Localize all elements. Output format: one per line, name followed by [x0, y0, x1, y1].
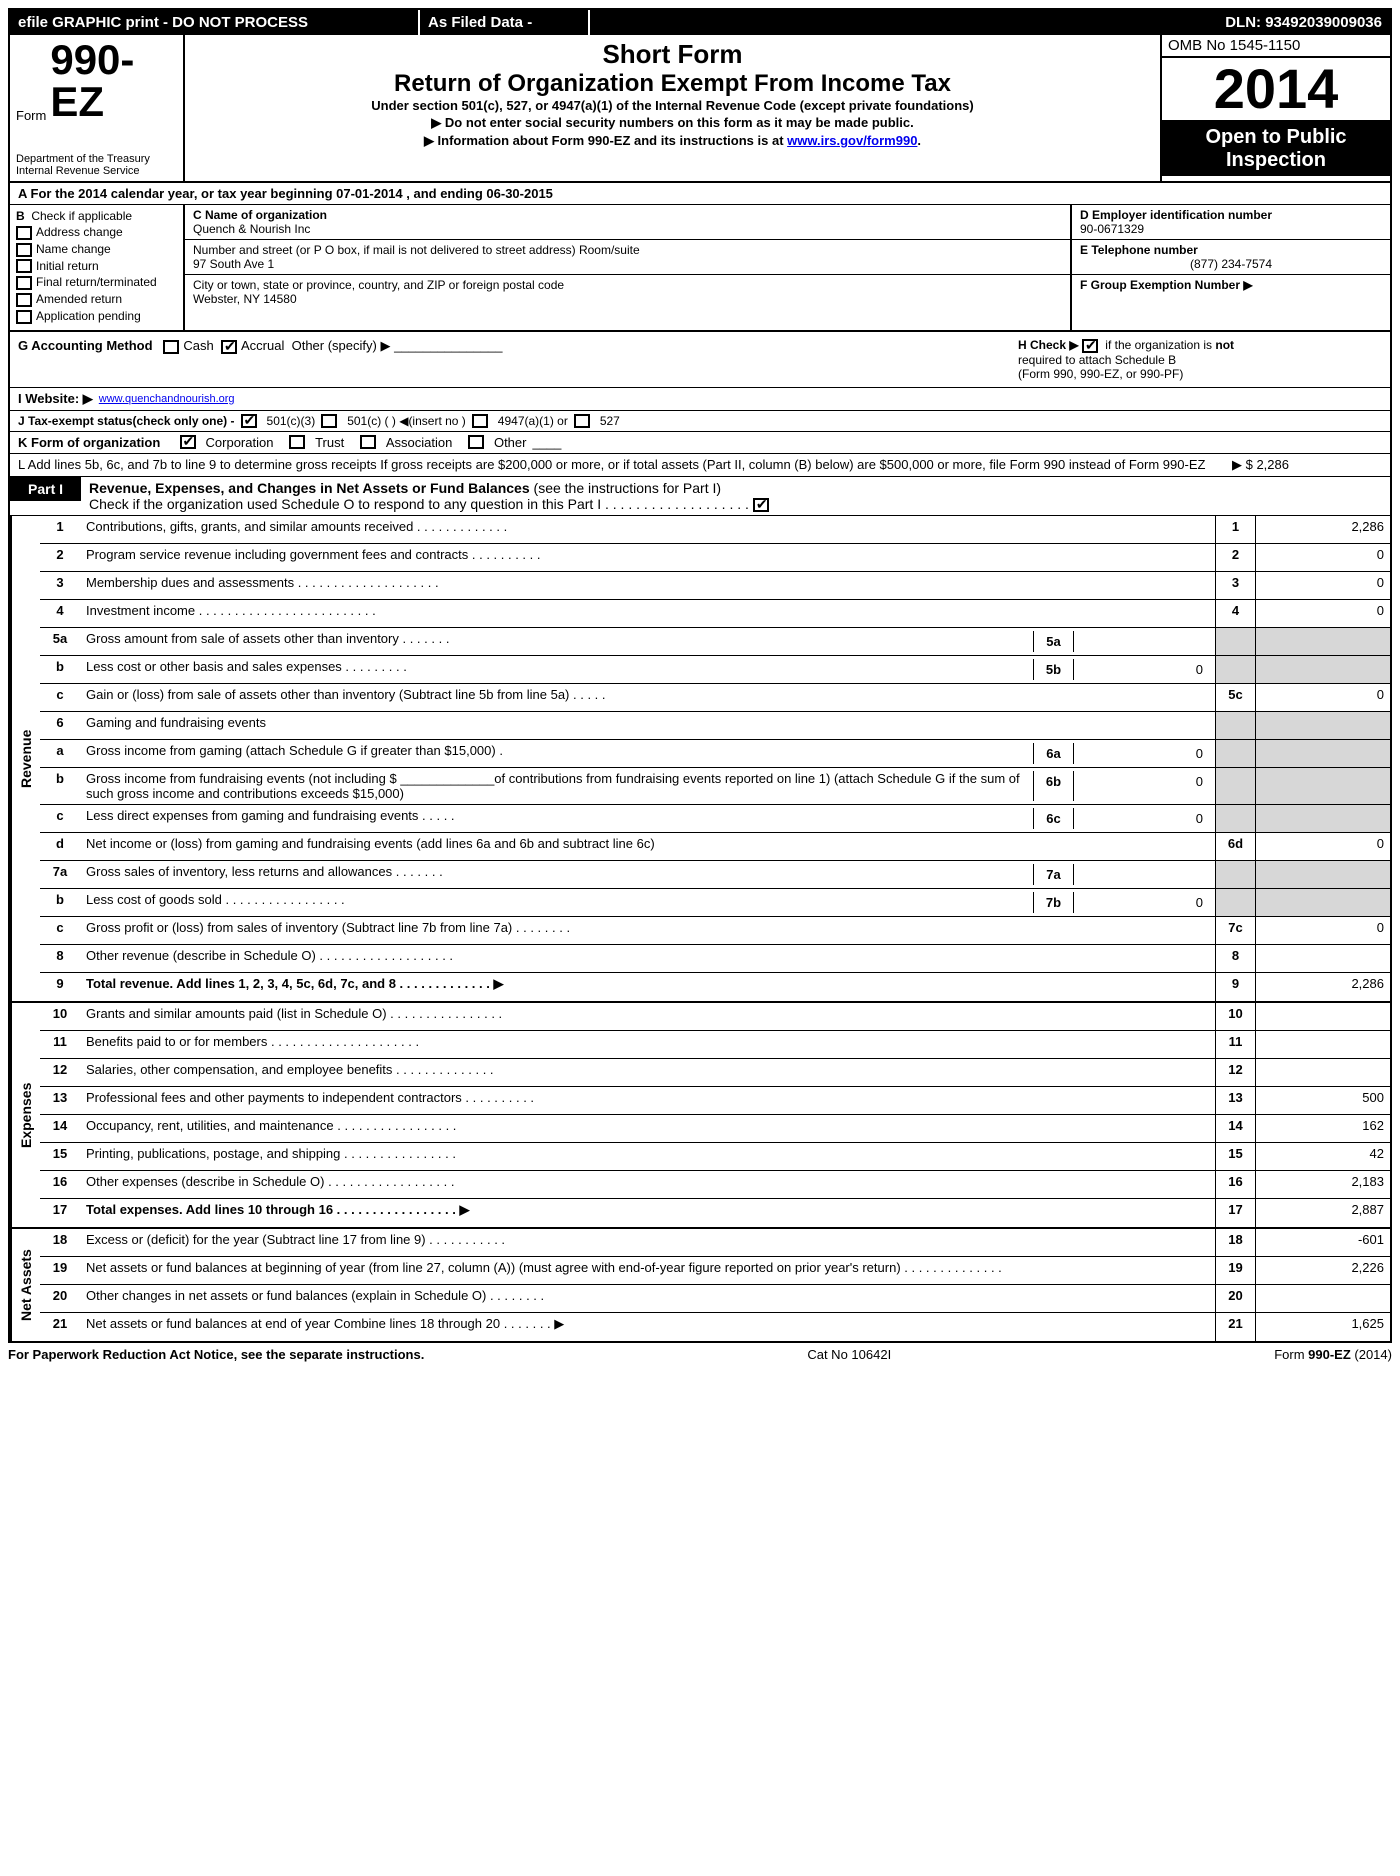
- under-section: Under section 501(c), 527, or 4947(a)(1)…: [193, 98, 1152, 113]
- line-14: 14 Occupancy, rent, utilities, and maint…: [40, 1115, 1390, 1143]
- line-c: c Gain or (loss) from sale of assets oth…: [40, 684, 1390, 712]
- org-address: 97 South Ave 1: [193, 257, 1062, 271]
- chk-amended[interactable]: [16, 293, 32, 307]
- chk-schedule-o[interactable]: [753, 498, 769, 512]
- section-c: C Name of organization Quench & Nourish …: [185, 205, 1070, 330]
- section-k: K Form of organization Corporation Trust…: [10, 432, 1390, 454]
- info-note: ▶ Information about Form 990-EZ and its …: [193, 133, 1152, 149]
- line-b: b Gross income from fundraising events (…: [40, 768, 1390, 805]
- section-g: G Accounting Method Cash Accrual Other (…: [10, 332, 1010, 387]
- form-label: Form: [16, 108, 46, 123]
- part-1-header: Part I Revenue, Expenses, and Changes in…: [10, 477, 1390, 516]
- revenue-table: Revenue 1 Contributions, gifts, grants, …: [10, 516, 1390, 1003]
- line-2: 2 Program service revenue including gove…: [40, 544, 1390, 572]
- line-17: 17 Total expenses. Add lines 10 through …: [40, 1199, 1390, 1227]
- chk-h[interactable]: [1082, 339, 1098, 353]
- header-grid: B Check if applicable Address change Nam…: [10, 205, 1390, 332]
- line-21: 21 Net assets or fund balances at end of…: [40, 1313, 1390, 1341]
- chk-initial-return[interactable]: [16, 259, 32, 273]
- line-1: 1 Contributions, gifts, grants, and simi…: [40, 516, 1390, 544]
- line-d: d Net income or (loss) from gaming and f…: [40, 833, 1390, 861]
- form-number: 990-EZ: [50, 39, 177, 123]
- efile-notice: efile GRAPHIC print - DO NOT PROCESS: [10, 10, 420, 35]
- section-b: B Check if applicable Address change Nam…: [10, 205, 185, 330]
- cat-no: Cat No 10642I: [807, 1347, 891, 1362]
- line-7a: 7a Gross sales of inventory, less return…: [40, 861, 1390, 889]
- expenses-label: Expenses: [10, 1003, 40, 1227]
- footer: For Paperwork Reduction Act Notice, see …: [8, 1343, 1392, 1366]
- section-l: L Add lines 5b, 6c, and 7b to line 9 to …: [10, 454, 1390, 477]
- line-15: 15 Printing, publications, postage, and …: [40, 1143, 1390, 1171]
- line-3: 3 Membership dues and assessments . . . …: [40, 572, 1390, 600]
- expenses-table: Expenses 10 Grants and similar amounts p…: [10, 1003, 1390, 1229]
- section-h: H Check ▶ if the organization is not req…: [1010, 332, 1390, 387]
- org-city: Webster, NY 14580: [193, 292, 1062, 306]
- title-mid: Short Form Return of Organization Exempt…: [185, 35, 1160, 181]
- chk-501c3[interactable]: [241, 414, 257, 428]
- chk-corp[interactable]: [180, 435, 196, 449]
- chk-name-change[interactable]: [16, 243, 32, 257]
- section-i: I Website: ▶ www.quenchandnourish.org: [10, 388, 1390, 411]
- chk-527[interactable]: [574, 414, 590, 428]
- chk-501c[interactable]: [321, 414, 337, 428]
- line-a: A For the 2014 calendar year, or tax yea…: [10, 183, 1390, 205]
- title-left: Form 990-EZ Department of the Treasury I…: [10, 35, 185, 181]
- form-footer: Form 990-EZ (2014): [1274, 1347, 1392, 1362]
- ssn-note: ▶ Do not enter social security numbers o…: [193, 115, 1152, 131]
- title-right: OMB No 1545-1150 2014 Open to Public Ins…: [1160, 35, 1390, 181]
- line-c: c Gross profit or (loss) from sales of i…: [40, 917, 1390, 945]
- gross-receipts: ▶ $ 2,286: [1232, 457, 1382, 473]
- chk-final-return[interactable]: [16, 276, 32, 290]
- line-6: 6 Gaming and fundraising events: [40, 712, 1390, 740]
- line-8: 8 Other revenue (describe in Schedule O)…: [40, 945, 1390, 973]
- line-16: 16 Other expenses (describe in Schedule …: [40, 1171, 1390, 1199]
- omb-no: OMB No 1545-1150: [1162, 35, 1390, 58]
- line-b: b Less cost or other basis and sales exp…: [40, 656, 1390, 684]
- section-def: D Employer identification number 90-0671…: [1070, 205, 1390, 330]
- chk-app-pending[interactable]: [16, 310, 32, 324]
- tax-year: 2014: [1162, 58, 1390, 122]
- chk-other-org[interactable]: [468, 435, 484, 449]
- line-18: 18 Excess or (deficit) for the year (Sub…: [40, 1229, 1390, 1257]
- line-13: 13 Professional fees and other payments …: [40, 1087, 1390, 1115]
- section-j: J Tax-exempt status(check only one) - 50…: [10, 411, 1390, 432]
- chk-address-change[interactable]: [16, 226, 32, 240]
- line-20: 20 Other changes in net assets or fund b…: [40, 1285, 1390, 1313]
- line-9: 9 Total revenue. Add lines 1, 2, 3, 4, 5…: [40, 973, 1390, 1001]
- open-public: Open to Public Inspection: [1162, 122, 1390, 176]
- line-4: 4 Investment income . . . . . . . . . . …: [40, 600, 1390, 628]
- chk-4947[interactable]: [472, 414, 488, 428]
- dept-line2: Internal Revenue Service: [16, 165, 177, 177]
- net-assets-label: Net Assets: [10, 1229, 40, 1341]
- chk-accrual[interactable]: [221, 340, 237, 354]
- short-form: Short Form: [193, 39, 1152, 70]
- ein: 90-0671329: [1080, 222, 1382, 236]
- return-title: Return of Organization Exempt From Incom…: [193, 70, 1152, 98]
- website-link[interactable]: www.quenchandnourish.org: [99, 393, 235, 405]
- chk-trust[interactable]: [289, 435, 305, 449]
- line-a: a Gross income from gaming (attach Sched…: [40, 740, 1390, 768]
- telephone: (877) 234-7574: [1080, 257, 1382, 271]
- top-bar: efile GRAPHIC print - DO NOT PROCESS As …: [10, 10, 1390, 35]
- form-990ez: efile GRAPHIC print - DO NOT PROCESS As …: [8, 8, 1392, 1343]
- line-c: c Less direct expenses from gaming and f…: [40, 805, 1390, 833]
- chk-cash[interactable]: [163, 340, 179, 354]
- line-12: 12 Salaries, other compensation, and emp…: [40, 1059, 1390, 1087]
- line-b: b Less cost of goods sold . . . . . . . …: [40, 889, 1390, 917]
- irs-link[interactable]: www.irs.gov/form990: [787, 133, 917, 148]
- revenue-label: Revenue: [10, 516, 40, 1001]
- line-5a: 5a Gross amount from sale of assets othe…: [40, 628, 1390, 656]
- title-row: Form 990-EZ Department of the Treasury I…: [10, 35, 1390, 183]
- net-assets-table: Net Assets 18 Excess or (deficit) for th…: [10, 1229, 1390, 1341]
- org-name: Quench & Nourish Inc: [193, 222, 1062, 236]
- line-19: 19 Net assets or fund balances at beginn…: [40, 1257, 1390, 1285]
- line-11: 11 Benefits paid to or for members . . .…: [40, 1031, 1390, 1059]
- paperwork-notice: For Paperwork Reduction Act Notice, see …: [8, 1347, 424, 1362]
- line-10: 10 Grants and similar amounts paid (list…: [40, 1003, 1390, 1031]
- chk-assoc[interactable]: [360, 435, 376, 449]
- dln: DLN: 93492039009036: [590, 10, 1390, 35]
- as-filed: As Filed Data -: [420, 10, 590, 35]
- dept-line1: Department of the Treasury: [16, 153, 177, 165]
